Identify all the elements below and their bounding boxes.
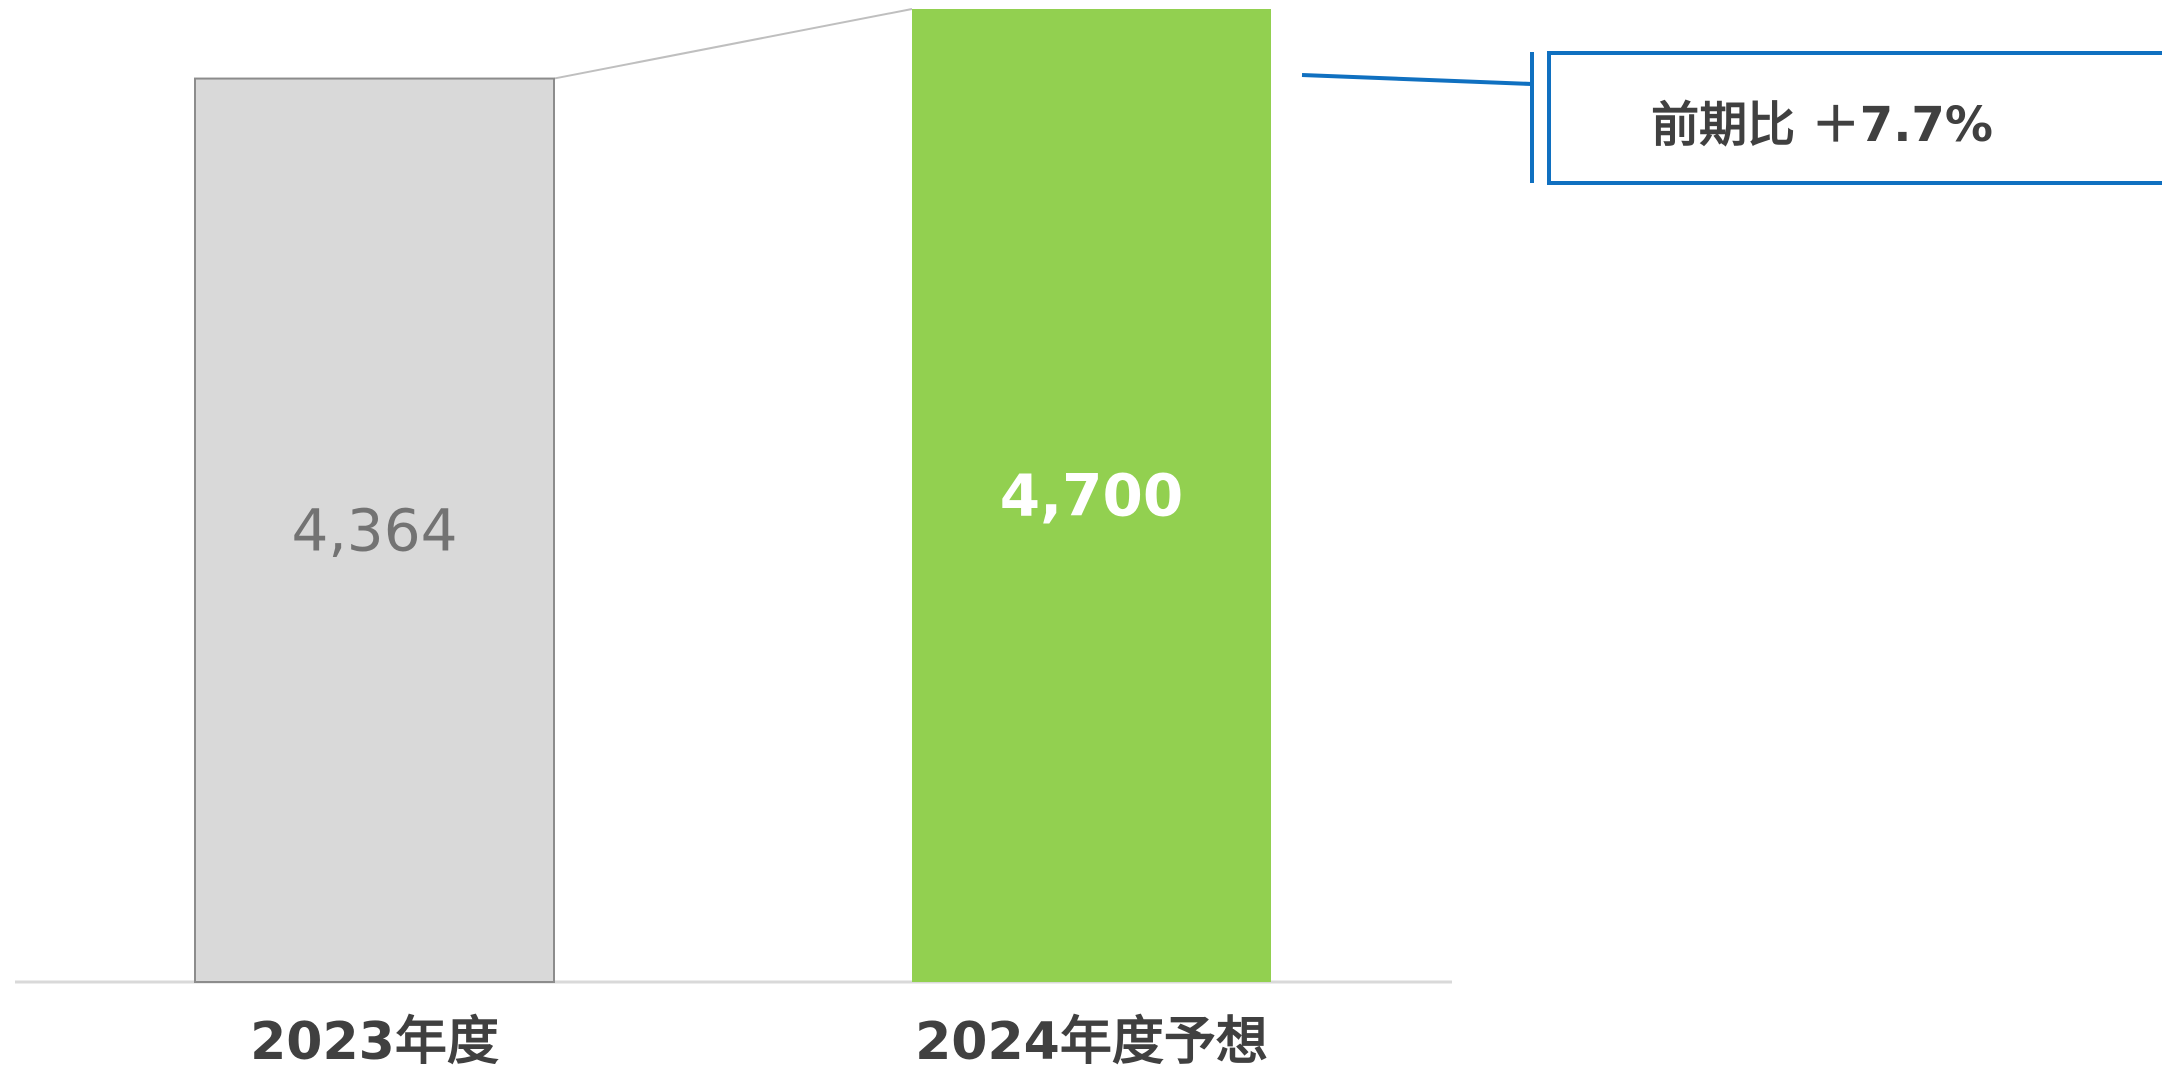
bar-value-label-2024-forecast: 4,700 (1000, 462, 1183, 530)
category-label-2024-forecast: 2024年度予想 (915, 1012, 1268, 1067)
growth-callout: 前期比 ＋7.7% (1301, 51, 2162, 185)
callout-box (1547, 51, 2162, 185)
callout-leader-line (1301, 73, 1533, 86)
category-label-2023: 2023年度 (250, 1012, 499, 1067)
bar-connector-line (553, 8, 913, 80)
callout-text: 前期比 ＋7.7% (1651, 97, 1993, 153)
bar-2024-forecast (912, 9, 1271, 982)
bar-2023 (194, 77, 555, 984)
bar-value-label-2023: 4,364 (291, 496, 457, 564)
